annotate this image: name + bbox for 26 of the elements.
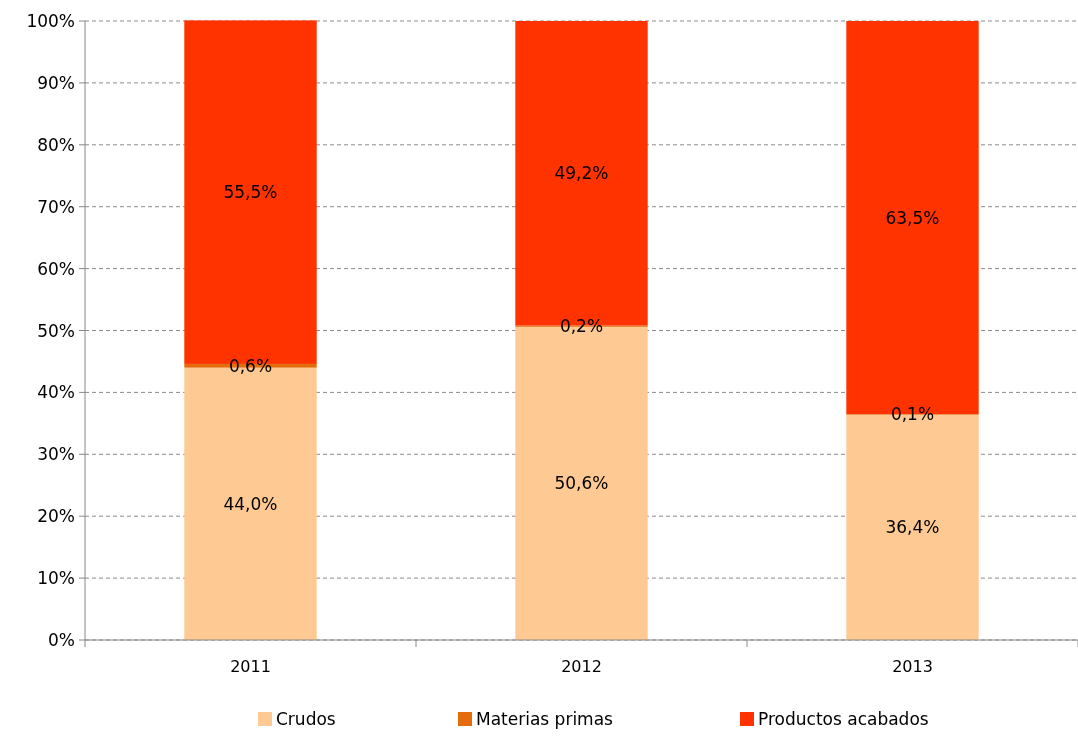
y-tick-label: 10% — [37, 568, 75, 589]
y-tick-label: 50% — [37, 320, 75, 341]
data-label: 50,6% — [554, 473, 609, 494]
data-label: 49,2% — [554, 163, 609, 184]
legend-label: Materias primas — [476, 709, 614, 729]
y-tick-label: 70% — [37, 196, 75, 217]
data-label: 36,4% — [885, 517, 940, 538]
data-label: 63,5% — [885, 207, 940, 228]
x-tick-label: 2012 — [561, 657, 602, 676]
y-tick-label: 30% — [37, 444, 75, 465]
legend-label: Productos acabados — [758, 709, 929, 729]
y-tick-label: 90% — [37, 72, 75, 93]
y-tick-label: 80% — [37, 134, 75, 155]
y-tick-label: 20% — [37, 506, 75, 527]
data-label: 0,2% — [559, 316, 604, 337]
x-tick-label: 2013 — [892, 657, 933, 676]
y-tick-label: 0% — [48, 630, 75, 650]
data-label: 44,0% — [223, 493, 278, 514]
y-tick-label: 100% — [26, 11, 75, 31]
legend-label: Crudos — [276, 709, 336, 729]
data-label: 55,5% — [223, 182, 278, 203]
y-tick-label: 40% — [37, 382, 75, 403]
data-label: 0,1% — [890, 404, 935, 425]
data-label: 0,6% — [228, 355, 273, 376]
y-tick-label: 60% — [37, 258, 75, 279]
x-tick-label: 2011 — [230, 657, 271, 676]
